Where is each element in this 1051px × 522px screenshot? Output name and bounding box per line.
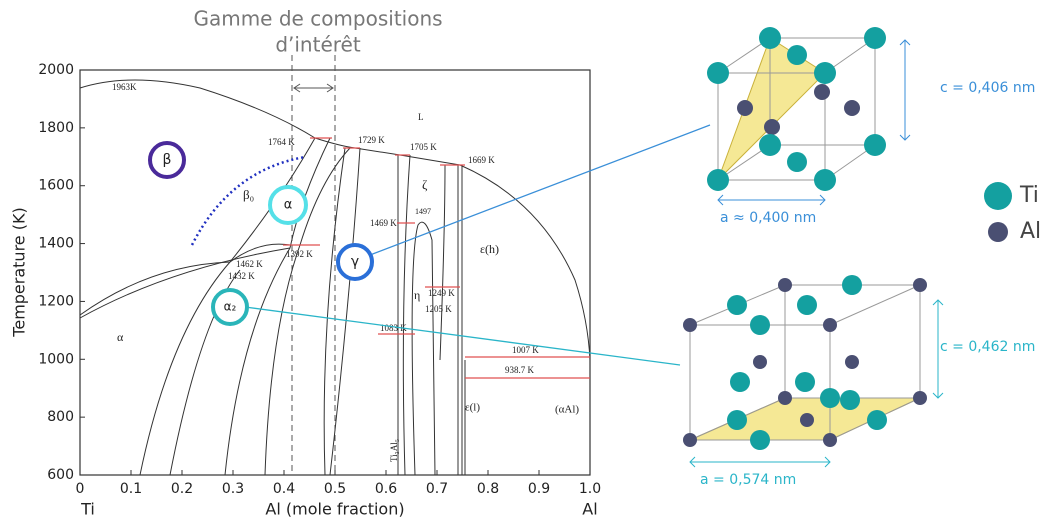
boundary bbox=[264, 147, 351, 476]
x-tick-label: 0.5 bbox=[324, 481, 346, 497]
boundary bbox=[439, 164, 466, 475]
legend-label: Ti bbox=[1019, 183, 1039, 208]
boundary bbox=[169, 269, 241, 476]
x-tick-label: 0.3 bbox=[222, 481, 244, 497]
dotted-boundary bbox=[190, 155, 306, 246]
label: α bbox=[117, 330, 124, 344]
boundary bbox=[224, 137, 331, 476]
label: 1249 K bbox=[428, 288, 455, 298]
phase-circles bbox=[148, 141, 374, 326]
phase-label: β bbox=[163, 152, 172, 168]
label: 1205 K bbox=[425, 304, 452, 314]
ticks: 0 0.1 0.2 0.3 0.4 0.5 0.6 0.7 0.8 0.9 1.0 2000 1800 1… bbox=[38, 62, 601, 497]
label: ε(l) bbox=[465, 402, 480, 414]
dimension: a ≈ 0,400 nm bbox=[720, 210, 816, 226]
y-tick-label: 1000 bbox=[38, 351, 74, 367]
x-tick-label: 0.2 bbox=[171, 481, 193, 497]
phase-label: α₂ bbox=[224, 300, 237, 314]
y-tick-label: 2000 bbox=[38, 62, 74, 78]
label: 1669 K bbox=[468, 155, 495, 165]
boundary bbox=[397, 154, 411, 476]
phase-label: α bbox=[284, 198, 293, 213]
beta-transus bbox=[79, 137, 316, 316]
range-arrow bbox=[293, 83, 334, 93]
y-tick-label: 800 bbox=[47, 409, 74, 425]
dimension: c = 0,406 nm bbox=[940, 80, 1035, 96]
x-tick-label: 0.4 bbox=[273, 481, 295, 497]
dimension: c = 0,462 nm bbox=[940, 339, 1035, 355]
x-axis-label: Al (mole fraction) bbox=[265, 500, 404, 519]
y-tick-label: 1400 bbox=[38, 236, 74, 252]
legend-swatch bbox=[988, 222, 1008, 242]
label: 1462 K bbox=[236, 259, 263, 269]
x-tick-label: 0.8 bbox=[477, 481, 499, 497]
label: β₀ bbox=[243, 187, 254, 202]
label: L bbox=[418, 112, 424, 122]
label: 1764 K bbox=[268, 137, 295, 147]
x-tick-label: 0.9 bbox=[528, 481, 550, 497]
boundary bbox=[329, 147, 361, 476]
y-tick-label: 600 bbox=[47, 467, 74, 483]
boundary bbox=[323, 147, 346, 476]
label: 1469 K bbox=[370, 218, 397, 228]
x-end-label: Al bbox=[582, 500, 597, 519]
y-axis-label: Temperature (K) bbox=[10, 207, 29, 337]
label: (αAl) bbox=[555, 404, 579, 416]
x-tick-label: 0.7 bbox=[426, 481, 448, 497]
boundary bbox=[411, 221, 436, 476]
label: ε(h) bbox=[480, 242, 499, 256]
x-tick-label: 1.0 bbox=[579, 481, 601, 497]
phase-label: γ bbox=[351, 254, 359, 270]
y-tick-label: 1200 bbox=[38, 293, 74, 309]
x-tick-label: 0.1 bbox=[120, 481, 142, 497]
legend-swatch bbox=[984, 182, 1012, 210]
y-tick-label: 1800 bbox=[38, 120, 74, 136]
phase-diagram: 1963K 1764 K 1729 K 1705 K 1669 K L β₀ 1… bbox=[79, 55, 591, 476]
invariant-lines bbox=[283, 137, 590, 379]
label: 1392 K bbox=[286, 249, 313, 259]
x-tick-label: 0.6 bbox=[375, 481, 397, 497]
title-line: Gamme de compositions bbox=[193, 7, 442, 31]
y-tick-label: 1600 bbox=[38, 178, 74, 194]
label: 1705 K bbox=[410, 142, 437, 152]
label: η bbox=[414, 288, 420, 302]
label: ζ bbox=[422, 177, 428, 192]
label: 1083 K bbox=[380, 323, 407, 333]
x-end-label: Ti bbox=[80, 500, 95, 519]
boundary bbox=[139, 243, 291, 476]
label: Ti₃Al₅ bbox=[389, 439, 399, 462]
label: 1432 K bbox=[228, 271, 255, 281]
legend-label: Al bbox=[1020, 219, 1041, 244]
label: 938.7 K bbox=[505, 365, 535, 375]
x-tick-label: 0 bbox=[76, 481, 85, 497]
label: 1729 K bbox=[358, 135, 385, 145]
boundary bbox=[79, 247, 291, 319]
label: 1963K bbox=[112, 82, 137, 92]
alpha2-structure bbox=[683, 275, 944, 468]
connector bbox=[244, 306, 681, 366]
label: 1007 K bbox=[512, 345, 539, 355]
liquidus bbox=[79, 79, 591, 361]
title-line: d’intérêt bbox=[275, 33, 361, 57]
connector bbox=[369, 124, 711, 256]
label: 1497 bbox=[415, 207, 431, 216]
dimension: a = 0,574 nm bbox=[700, 472, 796, 488]
gamma-structure bbox=[707, 27, 911, 206]
